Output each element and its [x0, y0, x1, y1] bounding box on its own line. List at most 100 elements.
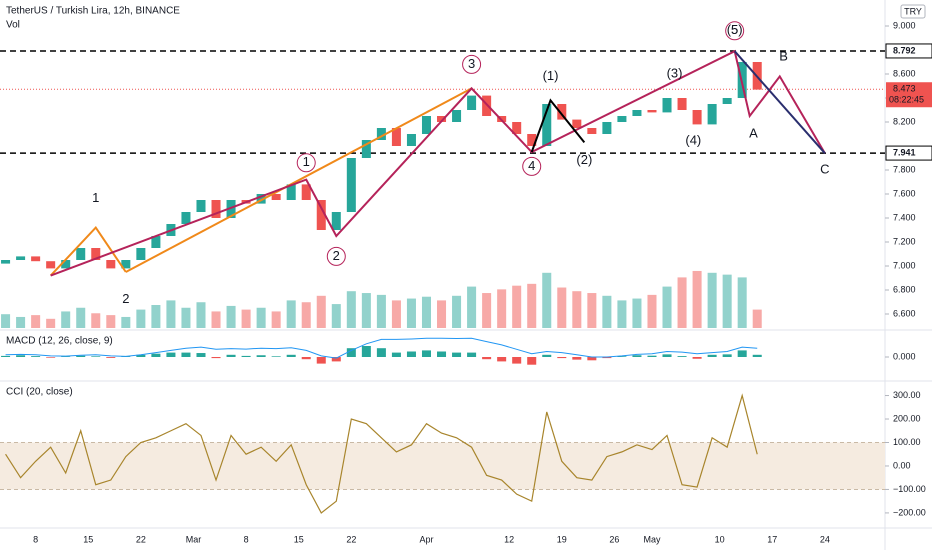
volume-bar: [602, 295, 612, 328]
macd-bar: [286, 354, 296, 357]
volume-bar: [331, 304, 341, 328]
candle: [286, 184, 296, 200]
volume-bar: [301, 302, 311, 328]
volume-bar: [61, 311, 71, 328]
level-badge: [885, 145, 932, 161]
last-price-label: 8.473: [893, 84, 916, 94]
x-tick-label: 17: [767, 534, 777, 544]
volume-bar: [211, 311, 221, 328]
wave-line: [49, 226, 127, 277]
x-tick-label: 8: [33, 534, 38, 544]
wave-circle: [522, 156, 542, 176]
volume-bar: [346, 291, 356, 328]
y-tick-label: 7.200: [893, 236, 916, 246]
wave-label: (3): [667, 65, 683, 80]
macd-bar: [497, 357, 507, 362]
last-price-badge: [886, 82, 932, 108]
volume-bar: [181, 307, 191, 328]
wave-label: 2: [122, 291, 129, 306]
volume-bar: [196, 302, 206, 328]
macd-bar: [16, 355, 26, 357]
volume-bar: [587, 293, 597, 328]
macd-bar: [602, 357, 612, 359]
cci-tick-label: 100.00: [893, 437, 921, 447]
volume-bar: [752, 309, 762, 328]
wave-label: 3: [468, 56, 475, 71]
candle: [196, 200, 206, 212]
macd-bar: [406, 351, 416, 357]
level-label: 8.792: [893, 45, 916, 55]
macd-bar: [707, 354, 717, 357]
volume-bar: [361, 293, 371, 328]
volume-bar: [166, 300, 176, 328]
candle: [376, 128, 386, 140]
x-tick-label: 15: [294, 534, 304, 544]
wave-line: [733, 50, 826, 154]
cci-tick-label: 0.00: [893, 460, 911, 470]
volume-bar: [647, 294, 657, 328]
candle: [467, 95, 477, 110]
cci-tick-label: −200.00: [893, 507, 926, 517]
volume-bar: [31, 315, 41, 328]
macd-bar: [166, 352, 176, 357]
y-tick-label: 8.600: [893, 68, 916, 78]
macd-bar: [76, 355, 86, 357]
candle: [181, 212, 191, 224]
volume-bar: [722, 274, 732, 328]
candle: [452, 110, 462, 122]
macd-bar: [361, 346, 371, 357]
macd-bar: [617, 356, 627, 357]
currency: TRY: [904, 6, 922, 16]
wave-label: 1: [303, 154, 310, 169]
cci-tick-label: 300.00: [893, 390, 921, 400]
currency-badge[interactable]: [900, 4, 926, 19]
macd-bar: [256, 355, 266, 357]
cci-title: CCI (20, close): [6, 387, 73, 398]
cci-band: [0, 442, 885, 490]
level-badge: [885, 43, 932, 59]
candle: [301, 184, 311, 200]
wave-label: (5): [727, 22, 743, 37]
wave-label: (4): [685, 133, 701, 148]
countdown: 08:22:45: [889, 95, 924, 105]
wave-label: 5: [731, 22, 738, 37]
volume-bar: [226, 305, 236, 328]
macd-bar: [346, 348, 356, 357]
volume-bar: [46, 318, 56, 328]
wave-label: C: [820, 161, 829, 176]
x-tick-label: 19: [557, 534, 567, 544]
level-label: 7.941: [893, 147, 916, 157]
x-tick-label: Apr: [419, 534, 433, 544]
candle: [316, 200, 326, 230]
macd-bar: [376, 348, 386, 357]
macd-bar: [1, 355, 11, 357]
y-tick-label: 6.800: [893, 284, 916, 294]
candle: [331, 212, 341, 230]
candle: [677, 98, 687, 110]
candle: [512, 122, 522, 134]
y-tick-label: 7.400: [893, 212, 916, 222]
volume-bar: [421, 296, 431, 328]
x-tick-label: 8: [244, 534, 249, 544]
macd-bar: [692, 357, 702, 359]
macd-bar: [512, 357, 522, 364]
macd-bar: [301, 357, 311, 360]
candle: [106, 260, 116, 269]
macd-bar: [737, 350, 747, 357]
macd-bar: [722, 354, 732, 357]
macd-bar: [452, 352, 462, 357]
volume-bar: [632, 298, 642, 328]
wave-circle: [462, 54, 482, 74]
volume-bar: [707, 272, 717, 328]
macd-bar: [647, 355, 657, 357]
volume-bar: [136, 309, 146, 328]
candle: [91, 248, 101, 260]
macd-bar: [226, 354, 236, 357]
macd-bar: [391, 352, 401, 357]
x-tick-label: 22: [346, 534, 356, 544]
volume-bar: [316, 295, 326, 328]
candle: [437, 116, 447, 122]
volume-bar: [406, 298, 416, 328]
macd-bar: [196, 353, 206, 357]
